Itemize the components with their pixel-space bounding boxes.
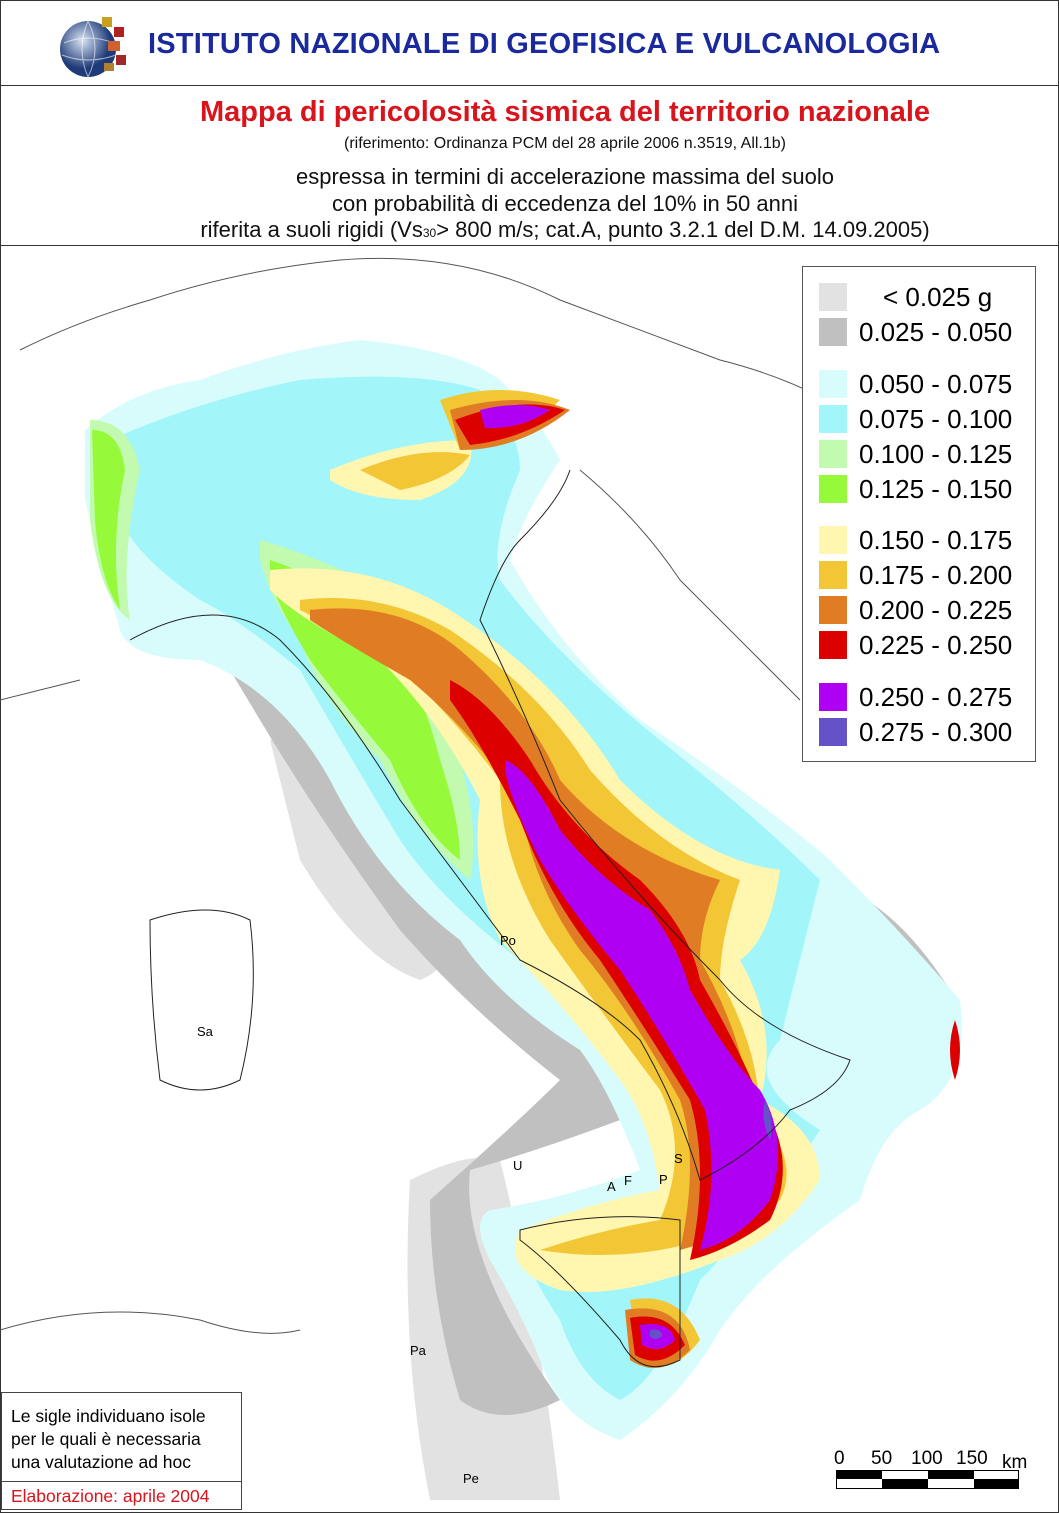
coastline: [129, 469, 851, 1368]
legend-label: 0.075 - 0.100: [859, 403, 1013, 434]
island-label-u: U: [513, 1158, 522, 1173]
subtitle-line-2: con probabilità di eccedenza del 10% in …: [332, 191, 798, 216]
scale-tick-50: 50: [871, 1448, 893, 1469]
map-title: Mappa di pericolosità sismica del territ…: [199, 96, 931, 128]
legend-item: 0.175 - 0.200: [819, 560, 1012, 590]
subtitle-line-3b: > 800 m/s; cat.A, punto 3.2.1 del D.M. 1…: [436, 217, 930, 242]
legend-swatch: [819, 683, 847, 711]
legend-label: 0.050 - 0.075: [859, 368, 1013, 399]
island-label-po: Po: [500, 933, 516, 948]
legend-item: 0.075 - 0.100: [819, 404, 1012, 434]
legend-swatch: [819, 283, 847, 311]
legend-swatch: [819, 370, 847, 398]
legend-label: 0.025 - 0.050: [859, 316, 1013, 347]
legend-swatch: [819, 440, 847, 468]
legend-item: 0.100 - 0.125: [819, 439, 1012, 469]
legend-item: 0.025 - 0.050: [819, 317, 1012, 347]
hazard-map: Po Sa U S A F P Pa Pe: [0, 257, 962, 1500]
note-divider: [2, 1481, 241, 1482]
zone-0200-0225: [310, 400, 778, 1368]
legend-label: 0.175 - 0.200: [859, 559, 1013, 590]
legend-label: < 0.025 g: [883, 281, 993, 312]
legend-item: 0.150 - 0.175: [819, 525, 1012, 555]
legend-swatch: [819, 631, 847, 659]
subtitle-line-3a: riferita a suoli rigidi (Vs: [200, 217, 423, 242]
legend-label: 0.275 - 0.300: [859, 716, 1013, 747]
legend-swatch: [819, 561, 847, 589]
legend-swatch: [819, 405, 847, 433]
note-box: Le sigle individuano isole per le quali …: [1, 1392, 242, 1510]
note-line-3: una valutazione ad hoc: [11, 1452, 191, 1472]
legend-swatch: [819, 718, 847, 746]
scale-unit: km: [1002, 1452, 1028, 1473]
legend-swatch: [819, 526, 847, 554]
scale-tick-150: 150: [956, 1448, 988, 1469]
island-label-sa: Sa: [197, 1024, 214, 1039]
legend-item: 0.250 - 0.275: [819, 682, 1012, 712]
legend-label: 0.250 - 0.275: [859, 681, 1013, 712]
scale-bar-graphic: [836, 1470, 1019, 1489]
legend-item: 0.225 - 0.250: [819, 630, 1012, 660]
legend-label: 0.150 - 0.175: [859, 524, 1013, 555]
legend-item: 0.200 - 0.225: [819, 595, 1012, 625]
legend-swatch: [819, 318, 847, 346]
legend-label: 0.225 - 0.250: [859, 629, 1013, 660]
zone-0225-0250: [450, 404, 783, 1361]
title-box: [0, 85, 1059, 246]
reference-text: (riferimento: Ordinanza PCM del 28 april…: [343, 135, 786, 152]
elaboration-date: Elaborazione: aprile 2004: [11, 1486, 210, 1506]
legend-item: 0.050 - 0.075: [819, 369, 1012, 399]
organization-name: ISTITUTO NAZIONALE DI GEOFISICA E VULCAN…: [148, 28, 941, 60]
legend-item: 0.275 - 0.300: [819, 717, 1012, 747]
island-label-a: A: [607, 1179, 616, 1194]
legend-label: 0.200 - 0.225: [859, 594, 1013, 625]
note-line-2: per le quali è necessaria: [11, 1429, 201, 1449]
island-label-pa: Pa: [410, 1343, 427, 1358]
legend-item: 0.125 - 0.150: [819, 474, 1012, 504]
subtitle-line-1: espressa in termini di accelerazione mas…: [295, 164, 835, 189]
ingv-logo: [60, 17, 126, 78]
legend-label: 0.125 - 0.150: [859, 473, 1013, 504]
legend-item: < 0.025 g: [819, 282, 992, 312]
subtitle-line-3: riferita a suoli rigidi (Vs30> 800 m/s; …: [0, 217, 1059, 243]
legend-swatch: [819, 475, 847, 503]
zone-salento-red: [950, 1020, 960, 1080]
legend-label: 0.100 - 0.125: [859, 438, 1013, 469]
scale-tick-100: 100: [911, 1448, 943, 1469]
note-line-1: Le sigle individuano isole: [11, 1406, 206, 1426]
island-label-p: P: [659, 1172, 668, 1187]
legend-swatch: [819, 596, 847, 624]
subtitle-subscript: 30: [422, 226, 437, 240]
legend: < 0.025 g 0.025 - 0.050 0.050 - 0.075 0.075…: [802, 266, 1036, 762]
island-label-s: S: [674, 1151, 683, 1166]
scale-tick-0: 0: [834, 1448, 845, 1469]
zone-0075-0100: [110, 376, 820, 1401]
island-label-f: F: [624, 1173, 632, 1188]
country-borders: [0, 257, 861, 1334]
island-label-pe: Pe: [463, 1471, 479, 1486]
